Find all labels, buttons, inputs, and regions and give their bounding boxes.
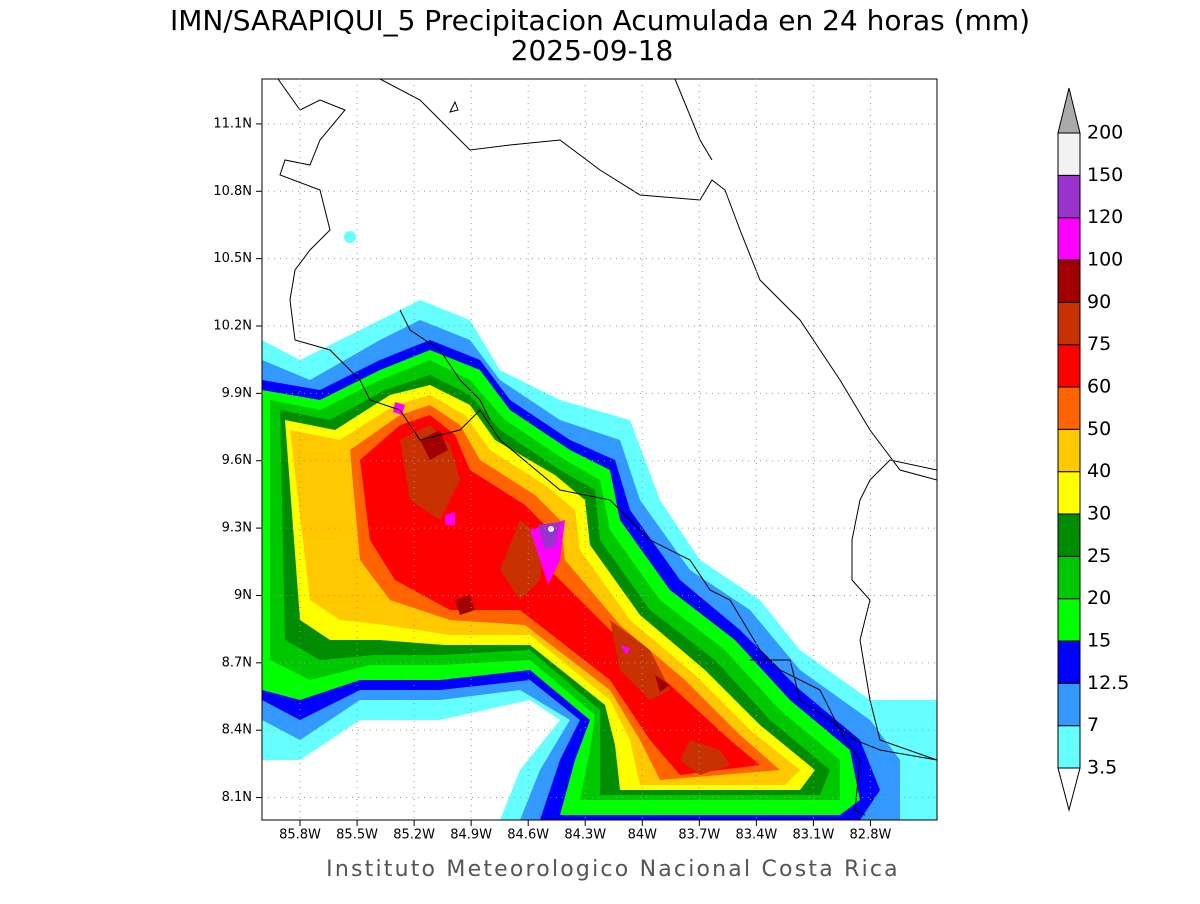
colorbar-bin bbox=[1057, 513, 1081, 557]
colorbar-label: 150 bbox=[1087, 164, 1123, 186]
graticule: 8.1N 8.4N 8.7N 9N 9.3N 9.6N 9.9N 10.2N 10.5N 10.8… bbox=[213, 79, 937, 843]
colorbar-label: 25 bbox=[1087, 545, 1111, 567]
colorbar-bin bbox=[1057, 386, 1081, 430]
colorbar-label: 7 bbox=[1087, 714, 1099, 736]
lat-tick-label: 10.2N bbox=[213, 319, 252, 334]
colorbar-label: 60 bbox=[1087, 376, 1111, 398]
lat-tick-label: 9.6N bbox=[222, 453, 252, 468]
lon-tick-label: 85.2W bbox=[393, 828, 435, 843]
lat-tick-label: 9.9N bbox=[222, 386, 252, 401]
colorbar-bin bbox=[1057, 725, 1081, 769]
colorbar-label: 12.5 bbox=[1087, 672, 1129, 694]
colorbar-label: 75 bbox=[1087, 333, 1111, 355]
colorbar-label: 30 bbox=[1087, 503, 1111, 525]
footer: Instituto Meteorologico Nacional Costa R… bbox=[326, 857, 900, 882]
precipitation-field bbox=[262, 231, 937, 820]
lon-tick-label: 84.3W bbox=[564, 828, 606, 843]
colorbar-label: 90 bbox=[1087, 291, 1111, 313]
lon-tick-label: 84W bbox=[628, 828, 658, 843]
colorbar-bin bbox=[1057, 259, 1081, 303]
lat-tick-label: 10.5N bbox=[213, 251, 252, 266]
colorbar-bin bbox=[1057, 682, 1081, 727]
colorbar-bin bbox=[1057, 217, 1081, 261]
colorbar-bin bbox=[1057, 428, 1081, 473]
lon-tick-label: 83.4W bbox=[735, 828, 777, 843]
colorbar-label: 100 bbox=[1087, 249, 1123, 271]
colorbar-label: 50 bbox=[1087, 418, 1111, 440]
colorbar-label: 200 bbox=[1087, 122, 1123, 144]
lon-tick-label: 82.8W bbox=[850, 828, 892, 843]
lat-tick-label: 8.1N bbox=[222, 790, 252, 805]
lon-tick-label: 84.6W bbox=[507, 828, 549, 843]
map-frame bbox=[261, 78, 938, 821]
colorbar-label: 15 bbox=[1087, 630, 1111, 652]
lat-tick-label: 10.8N bbox=[213, 184, 252, 199]
colorbar-bin bbox=[1057, 132, 1081, 176]
lon-tick-label: 83.1W bbox=[793, 828, 835, 843]
lon-tick-label: 83.7W bbox=[678, 828, 720, 843]
colorbar-label: 3.5 bbox=[1087, 757, 1117, 779]
lon-tick-label: 85.5W bbox=[336, 828, 378, 843]
colorbar-under bbox=[1057, 767, 1081, 812]
lat-tick-label: 11.1N bbox=[213, 116, 252, 131]
lat-tick-label: 8.7N bbox=[222, 655, 252, 670]
colorbar-bin bbox=[1057, 344, 1081, 388]
colorbar-bin bbox=[1057, 640, 1081, 684]
colorbar-bin bbox=[1057, 301, 1081, 346]
colorbar-bin bbox=[1057, 555, 1081, 600]
subtitle: 2025-09-18 bbox=[511, 34, 674, 67]
lon-tick-label: 85.8W bbox=[279, 828, 321, 843]
title: IMN/SARAPIQUI_5 Precipitacion Acumulada … bbox=[170, 4, 1030, 37]
lon-tick-label: 84.9W bbox=[450, 828, 492, 843]
colorbar-bin bbox=[1057, 174, 1081, 219]
lat-tick-label: 9N bbox=[234, 588, 252, 603]
colorbar-label: 20 bbox=[1087, 587, 1111, 609]
lat-tick-label: 8.4N bbox=[222, 723, 252, 738]
colorbar: 3.5 7 12.5 15 20 25 30 40 50 60 75 90 100 120 150 200 bbox=[1057, 87, 1129, 812]
colorbar-label: 120 bbox=[1087, 206, 1123, 228]
colorbar-over bbox=[1057, 87, 1081, 134]
colorbar-bin bbox=[1057, 471, 1081, 515]
colorbar-bin bbox=[1057, 598, 1081, 642]
coastlines bbox=[277, 79, 937, 816]
colorbar-label: 40 bbox=[1087, 460, 1111, 482]
lat-tick-label: 9.3N bbox=[222, 521, 252, 536]
